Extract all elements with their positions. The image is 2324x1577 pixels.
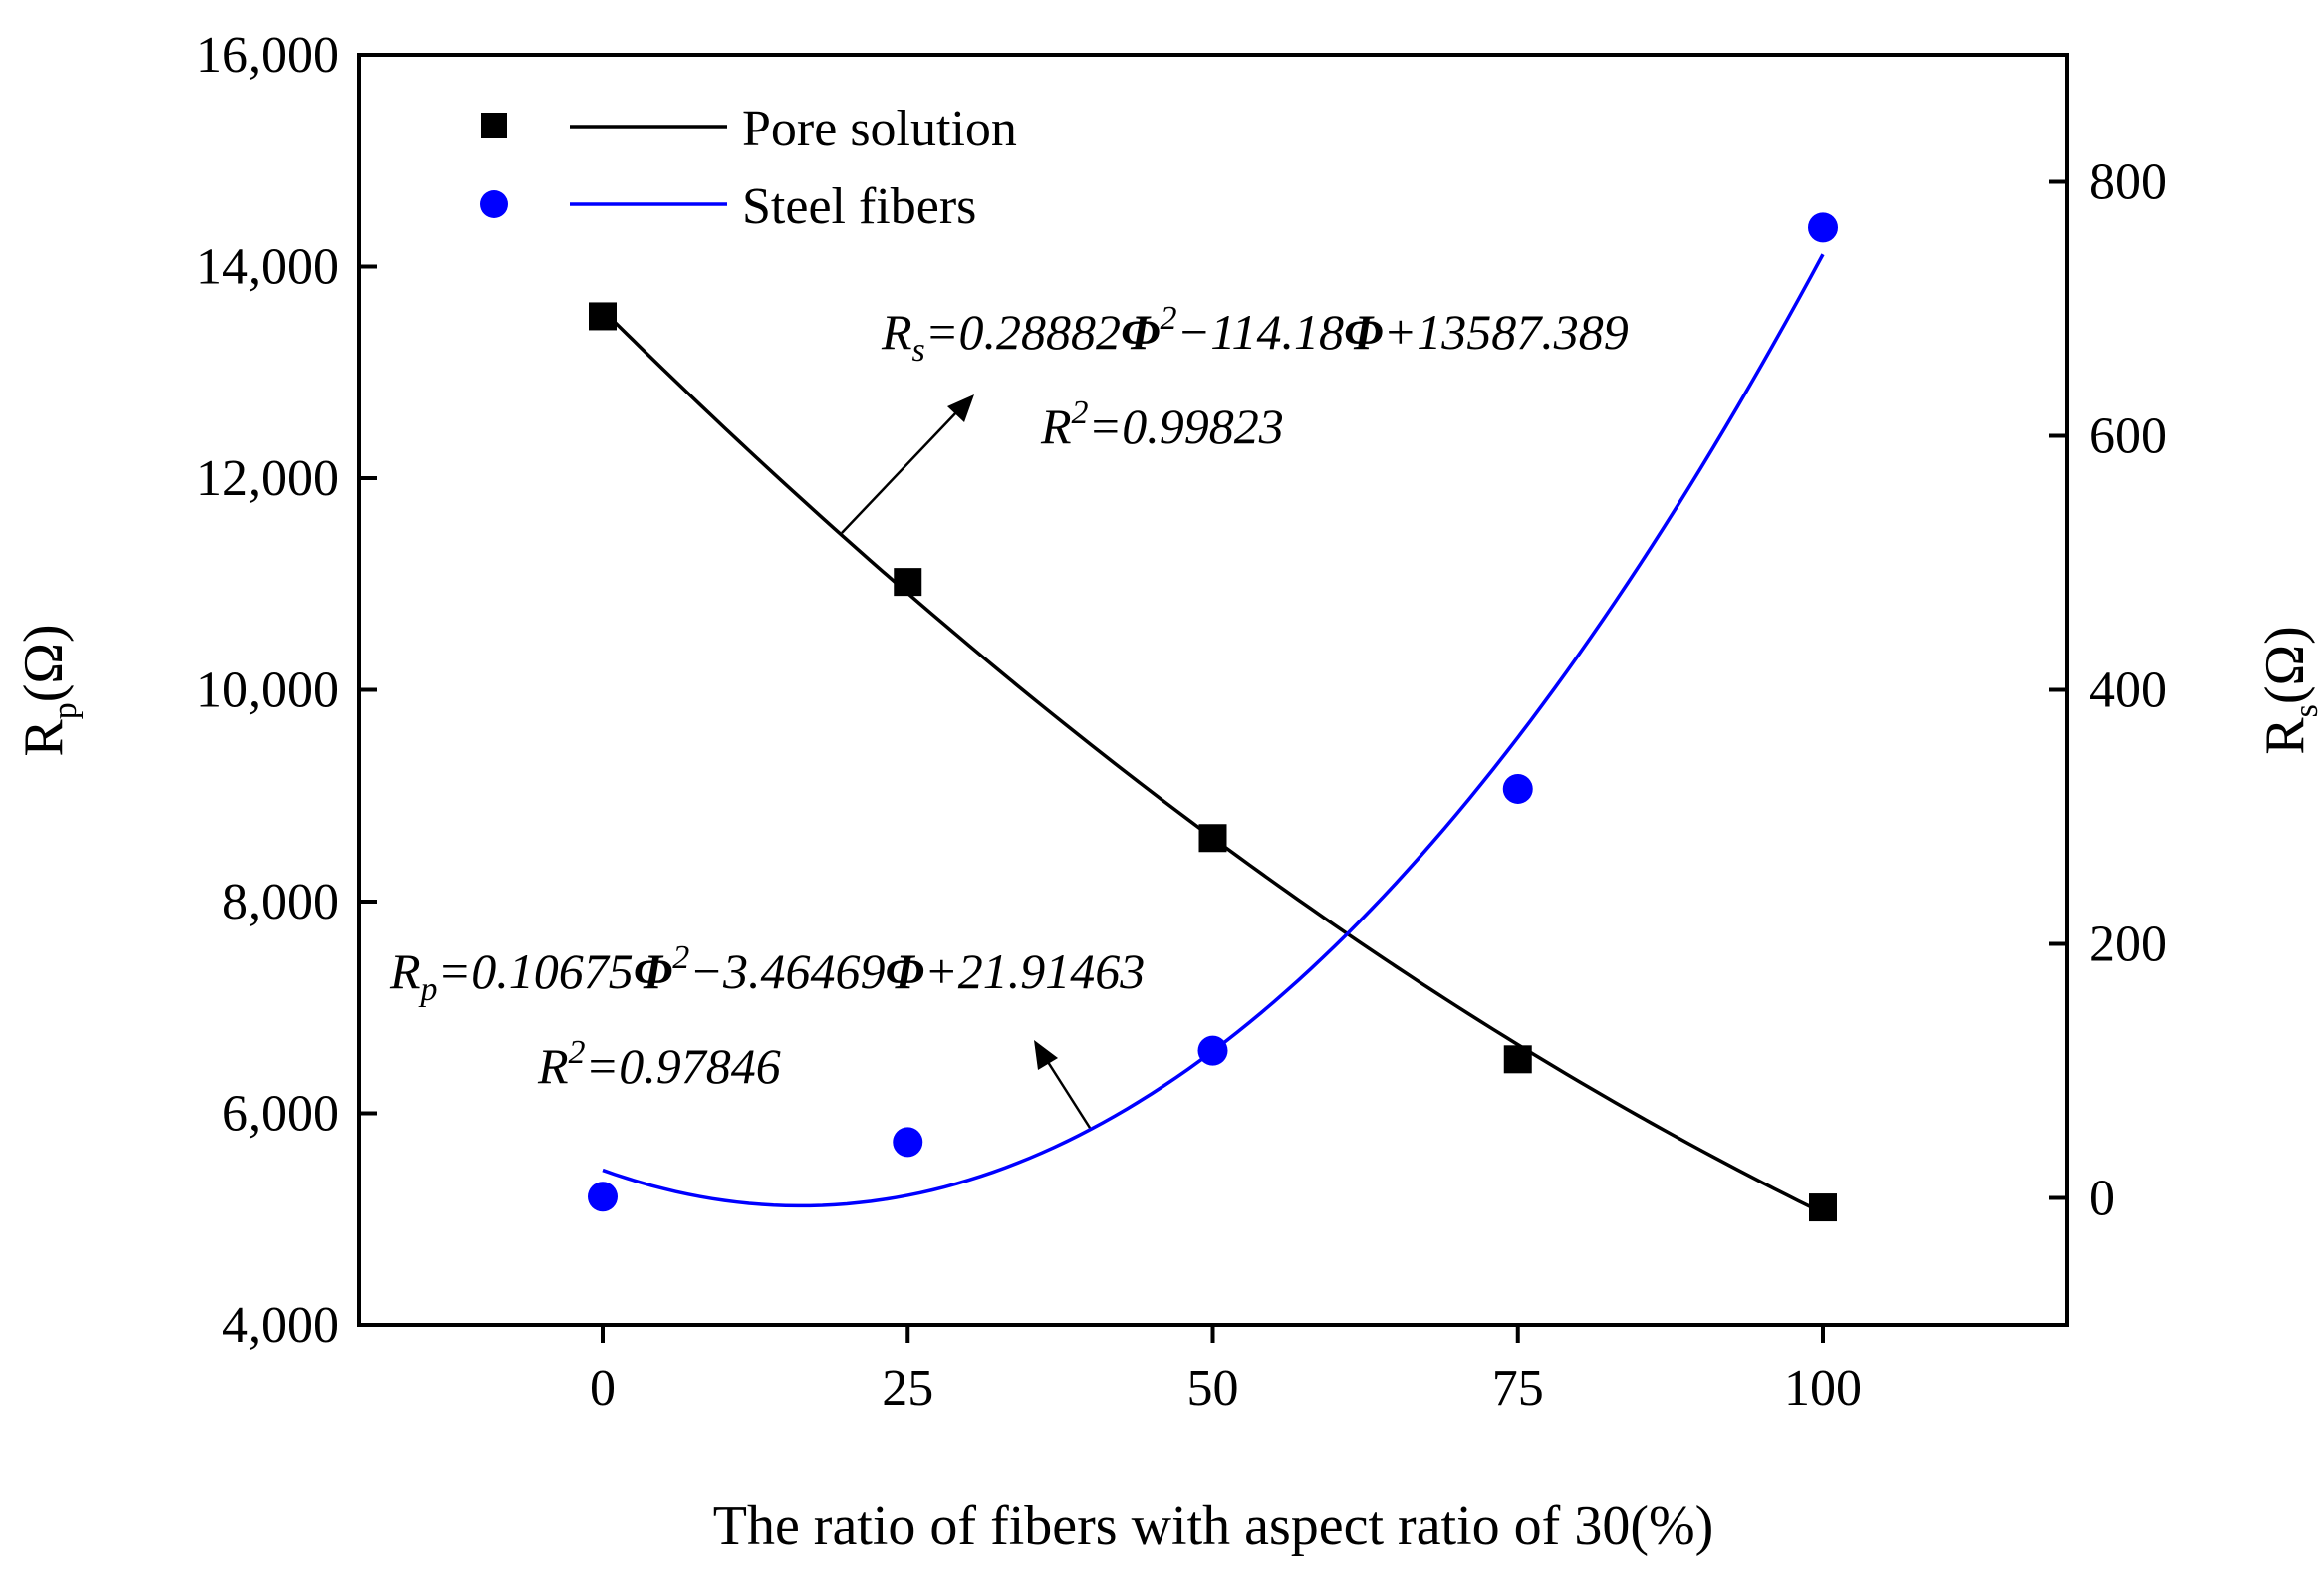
left-tick-label: 6,000	[222, 1086, 339, 1143]
steel-fibers-point	[1502, 773, 1533, 804]
left-tick-label: 16,000	[196, 27, 339, 84]
right-tick-label: 800	[2089, 154, 2167, 211]
right-axis-ticks: 0 200 400 600 800	[2049, 154, 2167, 1227]
steel-fibers-point	[893, 1127, 923, 1158]
pore-solution-point	[1198, 824, 1227, 853]
x-tick-label: 25	[882, 1360, 933, 1417]
right-tick-label: 0	[2089, 1171, 2115, 1227]
rp-r-squared: R2=0.97846	[537, 1034, 781, 1094]
rs-equation: Rs=0.28882Φ2−114.18Φ+13587.389	[881, 300, 1629, 369]
x-tick-label: 50	[1187, 1360, 1239, 1417]
x-tick-label: 100	[1784, 1360, 1862, 1417]
left-tick-label: 12,000	[196, 450, 339, 507]
left-axis-title: Rp(Ω)	[13, 624, 84, 756]
steel-fibers-point	[1197, 1035, 1228, 1066]
rs-r-squared: R2=0.99823	[1040, 394, 1284, 454]
x-axis-ticks: 0 25 50 75 100	[590, 1325, 1862, 1417]
rp-arrow	[1034, 1040, 1092, 1129]
left-tick-label: 10,000	[196, 662, 339, 719]
plot-frame	[357, 53, 2069, 1327]
steel-fibers-points	[588, 212, 1838, 1212]
left-tick-label: 8,000	[222, 874, 339, 930]
rs-arrow	[841, 394, 974, 534]
pore-solution-point	[894, 568, 922, 597]
legend-pore-marker	[481, 113, 507, 138]
steel-fibers-point	[1808, 212, 1838, 243]
x-tick-label: 75	[1492, 1360, 1544, 1417]
left-tick-label: 4,000	[222, 1297, 339, 1354]
right-tick-label: 200	[2089, 917, 2167, 973]
x-axis-title: The ratio of fibers with aspect ratio of…	[713, 1495, 1714, 1557]
left-tick-label: 14,000	[196, 239, 339, 296]
svg-text:Rp(Ω): Rp(Ω)	[13, 624, 84, 756]
right-tick-label: 600	[2089, 408, 2167, 465]
pore-solution-point	[1503, 1045, 1532, 1074]
legend-steel-label: Steel fibers	[742, 178, 976, 235]
right-axis-title: Rs(Ω)	[2254, 626, 2324, 755]
left-axis-ticks: 4,000 6,000 8,000 10,000 12,000 14,000 16,000	[196, 27, 377, 1354]
pore-solution-points	[589, 302, 1837, 1222]
svg-text:Rs(Ω): Rs(Ω)	[2254, 626, 2324, 755]
right-tick-label: 400	[2089, 662, 2167, 719]
steel-fibers-point	[588, 1182, 618, 1212]
pore-solution-point	[589, 302, 617, 331]
pore-solution-point	[1809, 1193, 1837, 1222]
legend: Pore solution Steel fibers	[480, 101, 1017, 235]
rp-equation: Rp=0.10675Φ2−3.46469Φ+21.91463	[389, 939, 1145, 1008]
legend-pore-label: Pore solution	[742, 101, 1017, 157]
x-tick-label: 0	[590, 1360, 616, 1417]
legend-steel-marker	[480, 190, 508, 218]
